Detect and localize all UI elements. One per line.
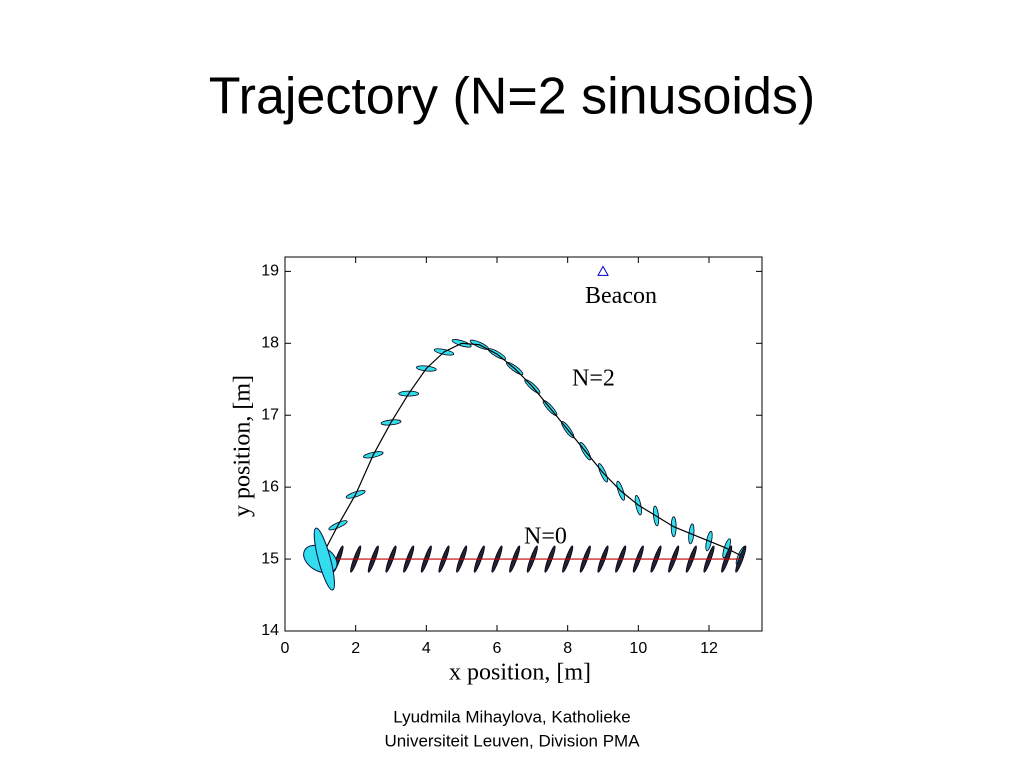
x-tick-label: 8 bbox=[563, 640, 572, 657]
x-tick-label: 2 bbox=[351, 640, 360, 657]
y-tick-label: 16 bbox=[261, 478, 279, 495]
x-tick-label: 6 bbox=[493, 640, 502, 657]
y-tick-label: 18 bbox=[261, 335, 279, 352]
x-tick-label: 4 bbox=[422, 640, 431, 657]
x-tick-label: 0 bbox=[281, 640, 290, 657]
beacon-label: Beacon bbox=[585, 283, 657, 309]
start-ellipse bbox=[313, 527, 335, 591]
slide-title: Trajectory (N=2 sinusoids) bbox=[209, 68, 815, 126]
beacon-marker bbox=[597, 265, 609, 276]
series-label: N=0 bbox=[524, 524, 567, 550]
x-axis-label: x position, [m] bbox=[449, 660, 591, 686]
series-label: N=2 bbox=[572, 366, 615, 392]
trajectory-line bbox=[319, 342, 742, 560]
footer-line: Universiteit Leuven, Division PMA bbox=[384, 731, 640, 750]
plot-area bbox=[284, 256, 763, 632]
y-axis-label: y position, [m] bbox=[230, 375, 256, 517]
x-tick-label: 10 bbox=[629, 640, 647, 657]
y-tick-label: 15 bbox=[261, 550, 279, 567]
footer-line: Lyudmila Mihaylova, Katholieke bbox=[393, 707, 631, 726]
y-tick-label: 19 bbox=[261, 263, 279, 280]
x-tick-label: 12 bbox=[700, 640, 718, 657]
y-tick-label: 14 bbox=[261, 622, 279, 639]
y-tick-label: 17 bbox=[261, 406, 279, 423]
